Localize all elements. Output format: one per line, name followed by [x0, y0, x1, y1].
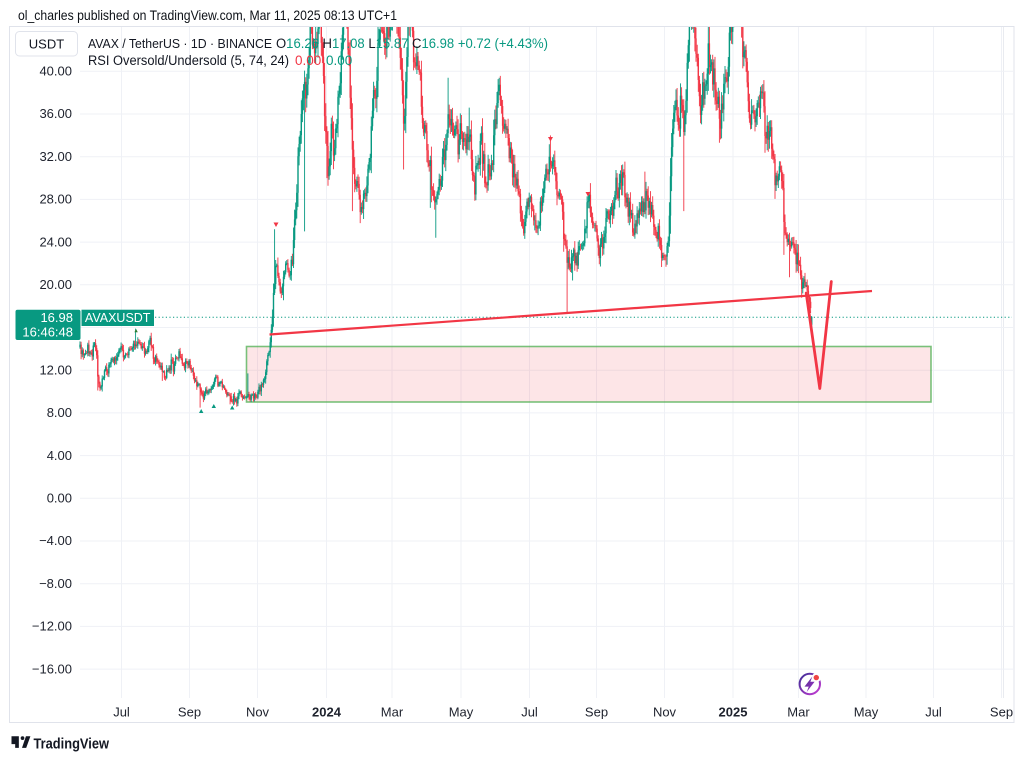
svg-text:Nov: Nov — [653, 705, 677, 720]
svg-text:−12.00: −12.00 — [32, 619, 72, 634]
svg-text:Mar: Mar — [381, 705, 404, 720]
svg-text:RSI Oversold/Undersold (5, 74,: RSI Oversold/Undersold (5, 74, 24) — [88, 53, 289, 68]
svg-text:2025: 2025 — [719, 705, 748, 720]
svg-text:Mar: Mar — [787, 705, 810, 720]
svg-text:−16.00: −16.00 — [32, 661, 72, 676]
svg-text:32.00: 32.00 — [39, 149, 72, 164]
svg-text:4.00: 4.00 — [47, 448, 72, 463]
svg-text:Jul: Jul — [113, 705, 130, 720]
svg-text:ol_charles published on Tradin: ol_charles published on TradingView.com,… — [18, 8, 397, 23]
svg-text:USDT: USDT — [29, 36, 64, 51]
svg-text:20.00: 20.00 — [39, 277, 72, 292]
svg-text:16.98: 16.98 — [40, 310, 73, 325]
svg-text:Jul: Jul — [521, 705, 538, 720]
svg-text:24.00: 24.00 — [39, 234, 72, 249]
svg-text:Sep: Sep — [585, 705, 608, 720]
svg-text:0.00: 0.00 — [47, 491, 72, 506]
svg-text:36.00: 36.00 — [39, 106, 72, 121]
svg-text:16:46:48: 16:46:48 — [22, 325, 73, 340]
svg-text:12.00: 12.00 — [39, 362, 72, 377]
svg-text:AVAX / TetherUS · 1D · BINANCE: AVAX / TetherUS · 1D · BINANCE — [88, 36, 272, 51]
svg-text:Sep: Sep — [178, 705, 201, 720]
svg-text:TradingView: TradingView — [34, 737, 110, 753]
svg-text:28.00: 28.00 — [39, 192, 72, 207]
svg-text:8.00: 8.00 — [47, 405, 72, 420]
svg-text:−4.00: −4.00 — [39, 533, 72, 548]
svg-text:−8.00: −8.00 — [39, 576, 72, 591]
svg-text:Nov: Nov — [246, 705, 270, 720]
svg-text:Jul: Jul — [925, 705, 942, 720]
svg-text:Sep: Sep — [990, 705, 1013, 720]
svg-text:2024: 2024 — [312, 705, 342, 720]
svg-text:0.00: 0.00 — [326, 53, 352, 68]
svg-text:O16.26 H17.08 L15.87 C16.98 +0: O16.26 H17.08 L15.87 C16.98 +0.72 (+4.43… — [276, 36, 548, 51]
svg-text:May: May — [854, 705, 879, 720]
svg-text:40.00: 40.00 — [39, 64, 72, 79]
svg-text:0.00: 0.00 — [295, 53, 321, 68]
svg-text:AVAXUSDT: AVAXUSDT — [85, 311, 151, 325]
svg-text:May: May — [449, 705, 474, 720]
